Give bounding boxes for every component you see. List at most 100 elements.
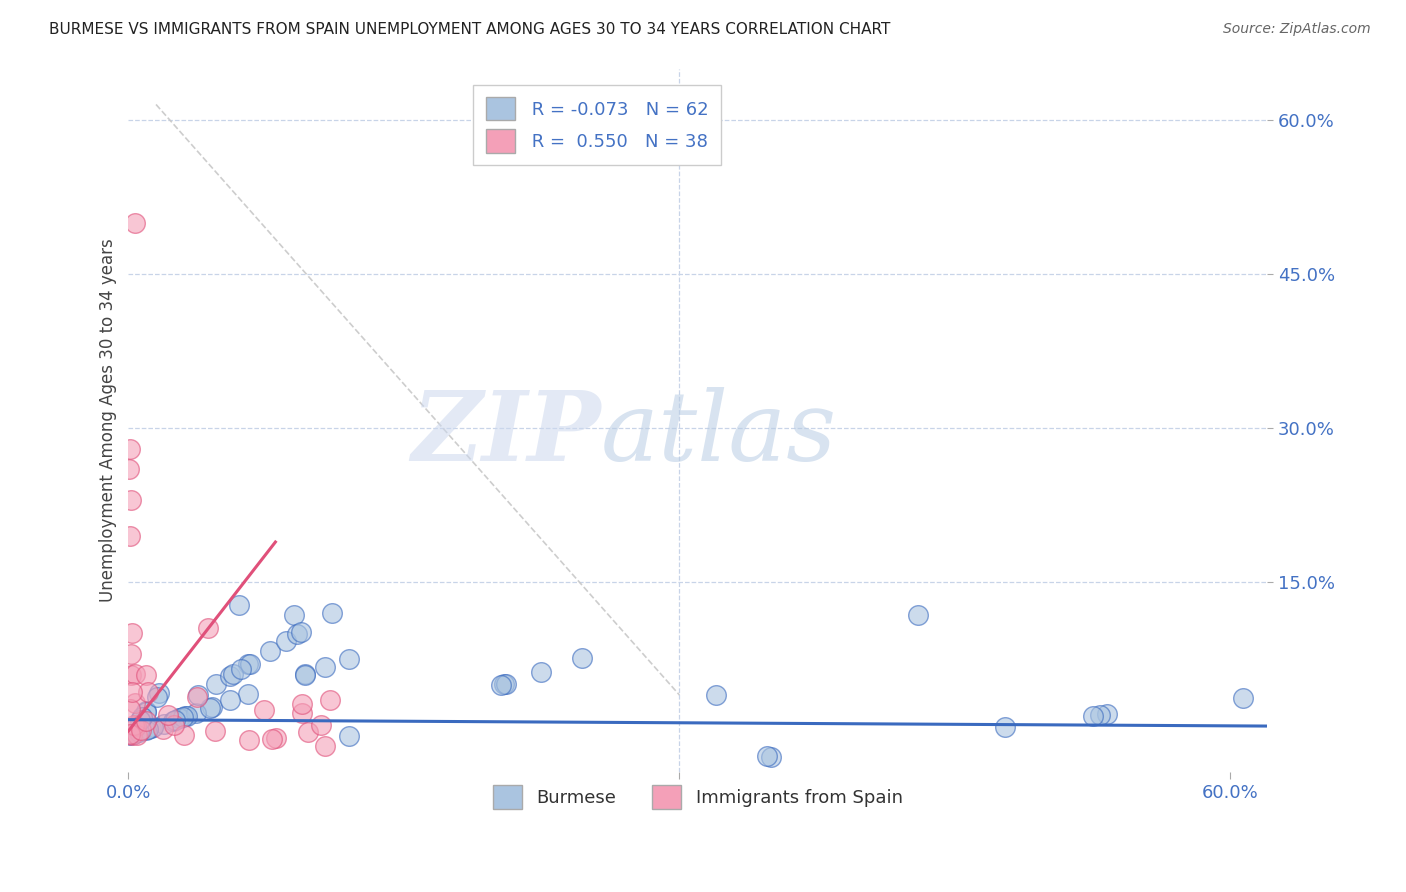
Point bbox=[314, 739, 336, 754]
Point bbox=[148, 686, 170, 700]
Point bbox=[491, 678, 513, 692]
Point bbox=[152, 722, 174, 736]
Point bbox=[172, 710, 194, 724]
Point bbox=[162, 714, 184, 728]
Point bbox=[337, 652, 360, 666]
Point bbox=[125, 728, 148, 742]
Point bbox=[321, 606, 343, 620]
Point bbox=[495, 676, 517, 690]
Point bbox=[125, 718, 148, 732]
Point bbox=[121, 685, 143, 699]
Point bbox=[184, 706, 207, 720]
Point bbox=[297, 724, 319, 739]
Point bbox=[122, 718, 145, 732]
Point bbox=[201, 700, 224, 714]
Point bbox=[131, 710, 153, 724]
Point bbox=[135, 705, 157, 719]
Point bbox=[135, 667, 157, 681]
Point bbox=[314, 660, 336, 674]
Legend: Burmese, Immigrants from Spain: Burmese, Immigrants from Spain bbox=[486, 778, 910, 816]
Point bbox=[176, 708, 198, 723]
Point bbox=[907, 607, 929, 622]
Point bbox=[238, 657, 260, 672]
Point bbox=[290, 624, 312, 639]
Point bbox=[994, 720, 1017, 734]
Point bbox=[205, 677, 228, 691]
Point bbox=[1095, 707, 1118, 722]
Point bbox=[530, 665, 553, 679]
Point bbox=[756, 748, 779, 763]
Point bbox=[118, 462, 141, 476]
Point bbox=[291, 706, 314, 720]
Point bbox=[121, 728, 143, 742]
Point bbox=[125, 718, 148, 732]
Point bbox=[122, 727, 145, 741]
Point bbox=[169, 711, 191, 725]
Point bbox=[163, 718, 186, 732]
Point bbox=[222, 666, 245, 681]
Point bbox=[1088, 708, 1111, 723]
Point bbox=[219, 693, 242, 707]
Point bbox=[118, 727, 141, 741]
Point bbox=[198, 700, 221, 714]
Point bbox=[169, 711, 191, 725]
Point bbox=[135, 723, 157, 737]
Point bbox=[173, 727, 195, 741]
Point bbox=[197, 621, 219, 635]
Point bbox=[228, 598, 250, 612]
Point bbox=[319, 693, 342, 707]
Point bbox=[294, 667, 316, 681]
Point bbox=[291, 697, 314, 711]
Point bbox=[136, 685, 159, 699]
Point bbox=[238, 657, 260, 671]
Point bbox=[339, 729, 361, 743]
Point bbox=[120, 492, 142, 507]
Point bbox=[120, 729, 142, 743]
Point bbox=[131, 723, 153, 737]
Point bbox=[122, 727, 145, 741]
Text: ZIP: ZIP bbox=[412, 387, 600, 482]
Point bbox=[163, 713, 186, 727]
Point bbox=[187, 688, 209, 702]
Point bbox=[253, 703, 276, 717]
Point bbox=[264, 731, 287, 746]
Point bbox=[492, 677, 515, 691]
Point bbox=[174, 709, 197, 723]
Point bbox=[124, 696, 146, 710]
Point bbox=[156, 708, 179, 723]
Point bbox=[135, 704, 157, 718]
Point bbox=[259, 644, 281, 658]
Point bbox=[283, 607, 305, 622]
Point bbox=[274, 634, 297, 648]
Point bbox=[186, 690, 208, 704]
Text: Source: ZipAtlas.com: Source: ZipAtlas.com bbox=[1223, 22, 1371, 37]
Point bbox=[309, 718, 332, 732]
Point bbox=[121, 626, 143, 640]
Point bbox=[120, 529, 142, 543]
Point bbox=[120, 667, 142, 681]
Point bbox=[141, 721, 163, 735]
Point bbox=[128, 725, 150, 739]
Point bbox=[571, 651, 593, 665]
Point bbox=[124, 666, 146, 681]
Point bbox=[135, 714, 157, 729]
Point bbox=[136, 723, 159, 737]
Point bbox=[204, 724, 226, 739]
Point bbox=[1232, 691, 1254, 706]
Point bbox=[124, 216, 146, 230]
Point bbox=[219, 669, 242, 683]
Point bbox=[236, 687, 259, 701]
Point bbox=[145, 690, 167, 704]
Point bbox=[129, 713, 152, 727]
Point bbox=[120, 647, 142, 661]
Point bbox=[118, 442, 141, 456]
Y-axis label: Unemployment Among Ages 30 to 34 years: Unemployment Among Ages 30 to 34 years bbox=[100, 238, 117, 602]
Point bbox=[262, 732, 284, 747]
Point bbox=[1081, 709, 1104, 723]
Point bbox=[285, 627, 308, 641]
Point bbox=[229, 662, 252, 676]
Point bbox=[131, 710, 153, 724]
Text: atlas: atlas bbox=[600, 387, 837, 482]
Point bbox=[294, 667, 316, 681]
Point bbox=[238, 733, 260, 747]
